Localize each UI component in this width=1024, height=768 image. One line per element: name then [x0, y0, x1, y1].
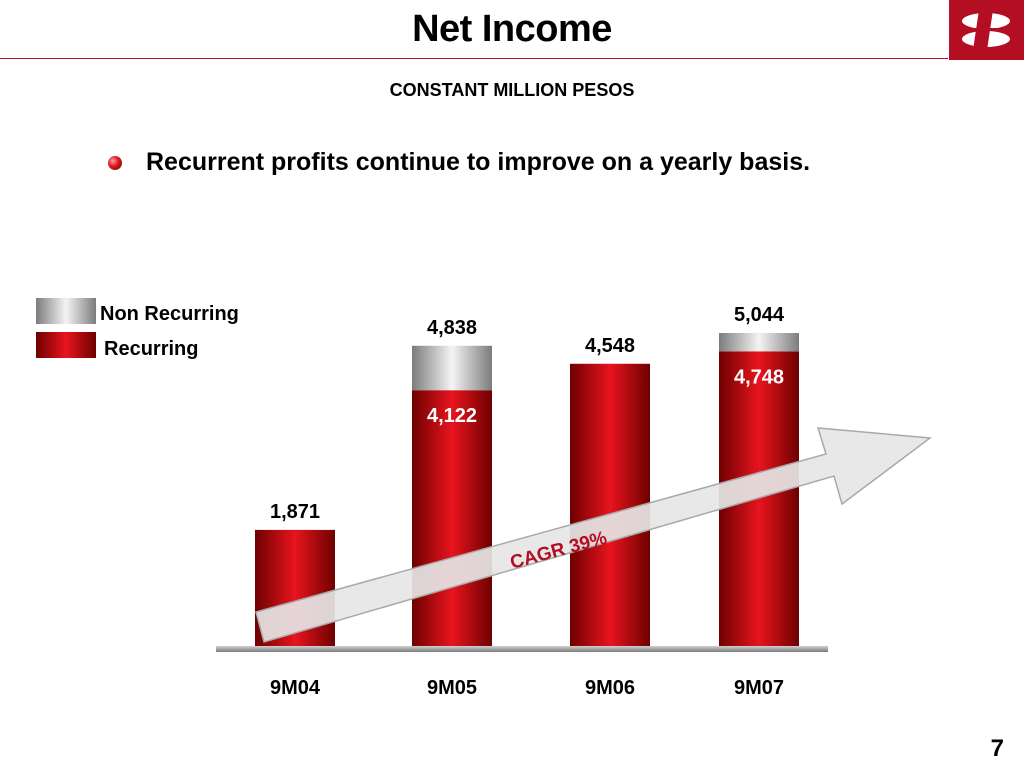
x-tick-label-9M07: 9M07 — [734, 677, 784, 699]
chart-subtitle: CONSTANT MILLION PESOS — [389, 80, 635, 100]
legend-label-recurring: Recurring — [104, 338, 199, 360]
x-tick-label-9M04: 9M04 — [270, 677, 321, 699]
x-tick-label-9M05: 9M05 — [427, 677, 477, 699]
data-label-total-9M05: 4,838 — [427, 317, 477, 339]
bullet-text: Recurrent profits continue to improve on… — [146, 148, 811, 176]
bar-recurring-9M06 — [570, 363, 650, 646]
data-label-total-9M06: 4,548 — [585, 335, 635, 357]
legend-swatch-recurring — [36, 332, 96, 358]
title-divider — [0, 58, 948, 59]
red-ball-bullet-icon — [108, 155, 122, 170]
legend-label-non-recurring: Non Recurring — [100, 303, 239, 325]
bar-non-recurring-9M05 — [412, 345, 492, 391]
bullet-point: Recurrent profits continue to improve on… — [108, 148, 810, 177]
data-label-total-9M04: 1,871 — [270, 501, 320, 523]
x-axis-baseline — [216, 646, 828, 652]
data-label-total-9M07: 5,044 — [734, 304, 785, 326]
slide-title: Net Income — [412, 8, 612, 50]
page-number: 7 — [990, 735, 1004, 762]
bank-logo-icon — [949, 0, 1024, 60]
data-label-recurring-9M05: 4,122 — [427, 405, 477, 427]
bar-recurring-9M05 — [412, 390, 492, 646]
x-tick-label-9M06: 9M06 — [585, 677, 635, 699]
data-label-recurring-9M07: 4,748 — [734, 366, 784, 388]
bar-non-recurring-9M07 — [719, 333, 799, 352]
legend-swatch-non-recurring — [36, 298, 96, 324]
